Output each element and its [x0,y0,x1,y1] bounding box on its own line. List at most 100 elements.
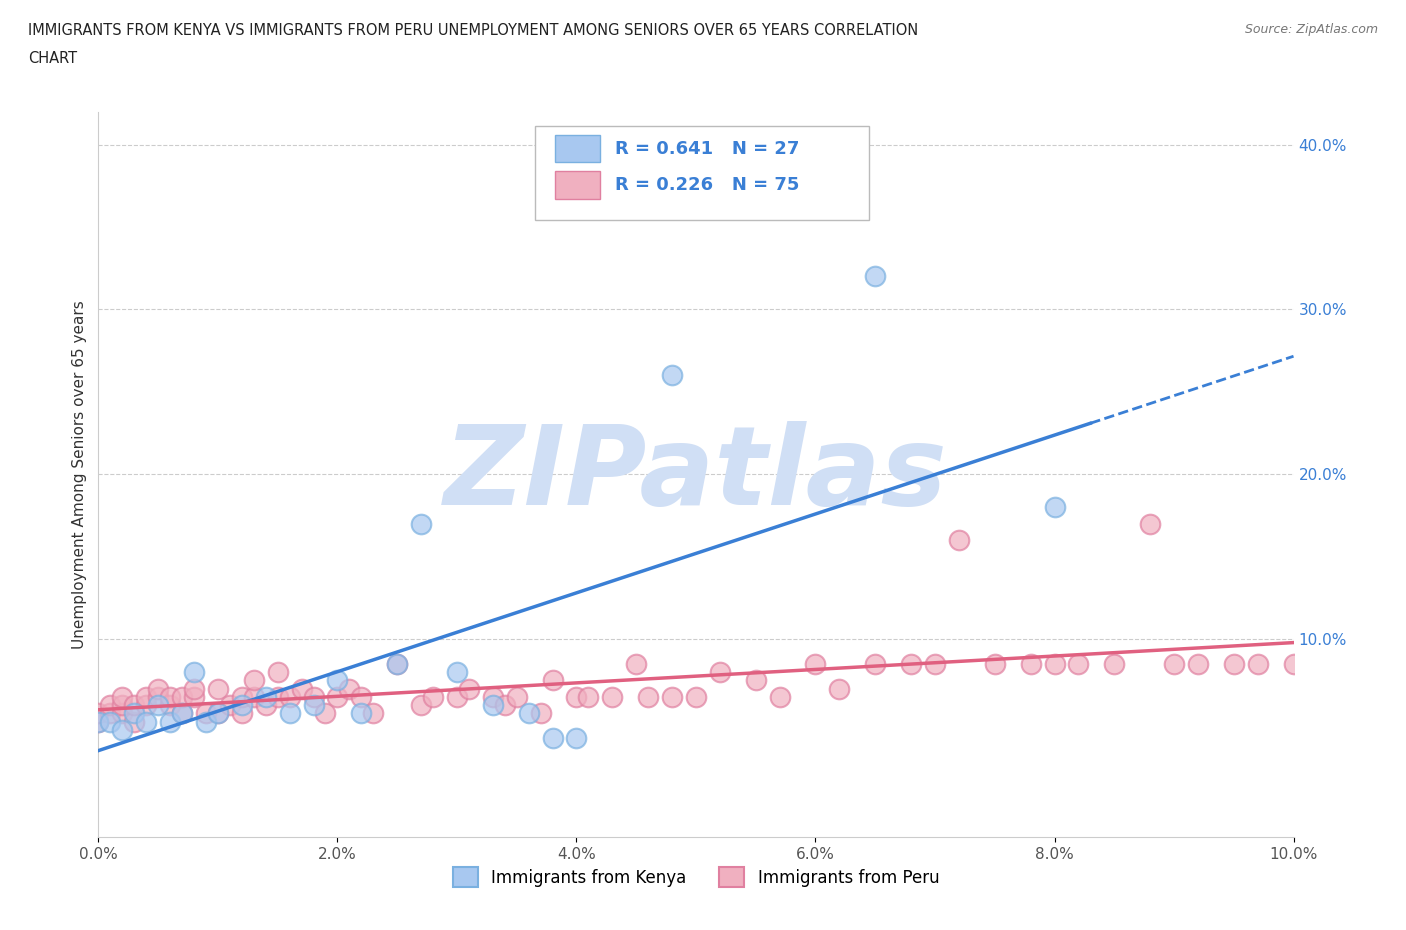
Point [183,681,205,696]
Point [243,689,266,704]
Point [172,706,194,721]
Point [148,681,170,696]
Point [1067,657,1090,671]
Point [124,706,146,721]
Point [565,731,588,746]
Point [1223,657,1246,671]
Point [709,665,731,680]
Point [411,698,433,712]
FancyBboxPatch shape [534,126,869,220]
Point [350,706,373,721]
Point [1043,499,1066,514]
Point [602,689,624,704]
Point [626,657,648,671]
Point [172,689,194,704]
Point [148,689,170,704]
Point [385,657,409,671]
Point [900,657,922,671]
Point [1282,657,1305,671]
Point [326,673,349,688]
Point [302,689,325,704]
Point [87,706,110,721]
Point [948,533,970,548]
Point [578,689,600,704]
Point [183,689,205,704]
Point [865,269,887,284]
Point [195,714,218,729]
Point [267,665,290,680]
Point [87,714,110,729]
Text: Source: ZipAtlas.com: Source: ZipAtlas.com [1244,23,1378,36]
Point [350,689,373,704]
Point [111,689,134,704]
Point [111,723,134,737]
Point [87,714,110,729]
Point [411,516,433,531]
Point [135,698,157,712]
Point [278,706,301,721]
Point [231,706,253,721]
Point [148,698,170,712]
Point [291,681,314,696]
Text: CHART: CHART [28,51,77,66]
Point [159,698,181,712]
Point [135,689,157,704]
Point [422,689,444,704]
Point [924,657,946,671]
Point [1043,657,1066,671]
Point [1139,516,1161,531]
Point [207,706,229,721]
Point [541,673,564,688]
Point [661,689,683,704]
Point [207,681,229,696]
Point [1019,657,1042,671]
Point [159,714,181,729]
Point [231,698,253,712]
Legend: Immigrants from Kenya, Immigrants from Peru: Immigrants from Kenya, Immigrants from P… [446,860,946,894]
Point [482,698,505,712]
Point [326,689,349,704]
Point [984,657,1007,671]
Bar [555,135,600,163]
Point [98,706,122,721]
Point [363,706,385,721]
Text: R = 0.641   N = 27: R = 0.641 N = 27 [614,140,799,157]
Point [207,706,229,721]
Point [1104,657,1126,671]
Point [302,698,325,712]
Point [243,673,266,688]
Point [828,681,851,696]
Point [254,689,277,704]
Point [98,714,122,729]
Text: IMMIGRANTS FROM KENYA VS IMMIGRANTS FROM PERU UNEMPLOYMENT AMONG SENIORS OVER 65: IMMIGRANTS FROM KENYA VS IMMIGRANTS FROM… [28,23,918,38]
Point [195,706,218,721]
Point [517,706,540,721]
Point [111,698,134,712]
Point [804,657,827,671]
Point [661,368,683,383]
Point [446,689,468,704]
Point [219,698,242,712]
Point [565,689,588,704]
Point [111,706,134,721]
Point [124,698,146,712]
Point [124,714,146,729]
Point [385,657,409,671]
Point [530,706,553,721]
Point [278,689,301,704]
Point [446,665,468,680]
Point [159,689,181,704]
Point [506,689,529,704]
Bar [555,171,600,199]
Y-axis label: Unemployment Among Seniors over 65 years: Unemployment Among Seniors over 65 years [72,300,87,649]
Point [494,698,516,712]
Point [172,706,194,721]
Point [339,681,361,696]
Point [254,698,277,712]
Point [183,665,205,680]
Point [231,689,253,704]
Text: R = 0.226   N = 75: R = 0.226 N = 75 [614,176,799,193]
Point [1247,657,1270,671]
Point [267,689,290,704]
Point [482,689,505,704]
